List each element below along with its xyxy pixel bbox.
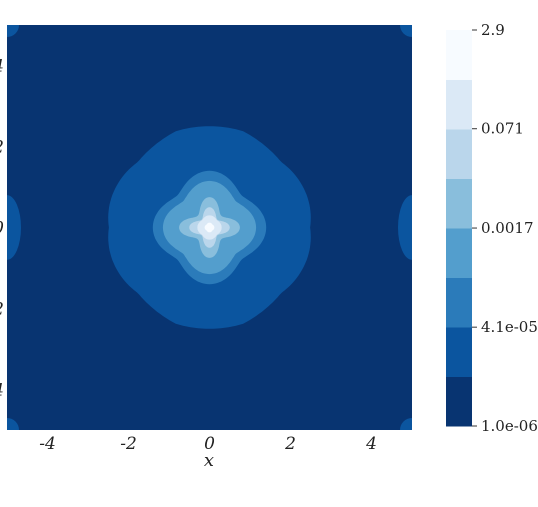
- x-tick-label: 0: [204, 434, 215, 454]
- contour-level-7: [204, 222, 215, 233]
- contour-layers: [7, 25, 412, 430]
- colorbar-tick-label: 4.1e-05: [481, 318, 538, 336]
- edge-lobe-4: [400, 25, 412, 37]
- y-tick-label: 4: [0, 57, 4, 77]
- colorbar: [446, 30, 472, 427]
- y-tick-label: 0: [0, 219, 4, 239]
- colorbar-tick-label: 0.0017: [481, 219, 534, 237]
- colorbar-segment: [446, 228, 472, 278]
- colorbar-segment: [446, 277, 472, 328]
- colorbar-tick-label: 0.071: [481, 120, 524, 138]
- y-tick-label: -2: [0, 300, 4, 320]
- x-tick-label: 4: [365, 434, 377, 454]
- colorbar-segment: [446, 178, 472, 229]
- colorbar-segment: [446, 327, 472, 377]
- y-axis-ticks: 4 2 0 -2 -4: [0, 57, 4, 401]
- edge-lobe-2: [7, 195, 21, 260]
- x-axis-label: x: [204, 450, 214, 471]
- edge-lobe-5: [7, 418, 19, 430]
- colorbar-tick-label: 2.9: [481, 21, 505, 39]
- x-tick-label: 2: [284, 434, 296, 454]
- edge-lobe-6: [400, 418, 412, 430]
- x-tick-label: -2: [120, 434, 137, 454]
- edge-lobe-3: [7, 25, 19, 37]
- colorbar-segment: [446, 376, 472, 427]
- y-tick-label: -4: [0, 381, 4, 401]
- x-axis-ticks: -4 -2 0 2 4: [39, 434, 377, 454]
- plot-area: [7, 25, 412, 430]
- colorbar-ticks: 2.9 0.071 0.0017 4.1e-05 1.0e-06: [472, 21, 538, 435]
- colorbar-segment: [446, 129, 472, 179]
- colorbar-tick-label: 1.0e-06: [481, 417, 538, 435]
- colorbar-segment: [446, 79, 472, 130]
- x-tick-label: -4: [39, 434, 56, 454]
- y-tick-label: 2: [0, 138, 4, 158]
- edge-lobe-1: [398, 195, 412, 260]
- colorbar-segment: [446, 30, 472, 80]
